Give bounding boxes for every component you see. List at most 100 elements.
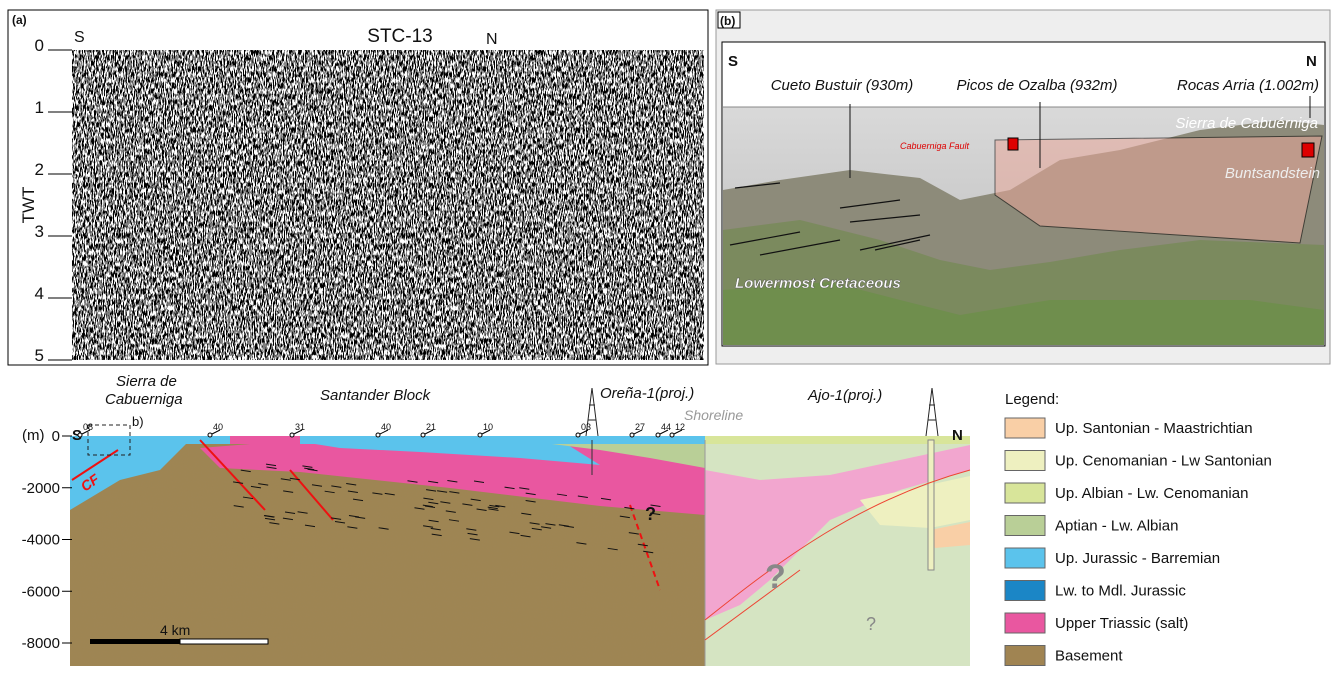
surface-strip [230, 436, 300, 444]
legend-label: Upper Triassic (salt) [1055, 615, 1188, 632]
bed-dash [431, 533, 442, 537]
panel-label: (b) [720, 14, 735, 28]
bed-dash [519, 487, 530, 490]
aptian [520, 440, 705, 468]
bed-dash [258, 483, 269, 486]
bed-dash [283, 490, 294, 493]
bed-dash [607, 547, 618, 551]
bed-dash [331, 485, 342, 488]
bed-dash [637, 543, 648, 547]
bed-dash [304, 467, 315, 471]
shoreline-label: Shoreline [684, 407, 743, 423]
legend-label: Basement [1055, 648, 1123, 665]
bed-dash [263, 515, 275, 518]
bed-dash [541, 526, 552, 529]
bed-dash [378, 527, 389, 530]
scale-label: 4 km [160, 622, 190, 638]
bed-dash [426, 489, 437, 492]
bed-dash [407, 480, 418, 483]
tick-label: -2000 [22, 480, 60, 497]
bed-dash [558, 524, 569, 527]
bed-dash [576, 542, 587, 545]
legend-swatch [1004, 645, 1046, 666]
bed-dash [650, 504, 661, 507]
fields [723, 282, 1324, 345]
dip-label: 03 [581, 422, 591, 432]
legend-label: Up. Jurassic - Barremian [1055, 550, 1220, 567]
surface-strip [705, 436, 970, 444]
label-box [717, 11, 741, 29]
dip-label: 21 [426, 422, 436, 432]
salt-offshore [705, 445, 970, 620]
legend-swatch [1004, 515, 1046, 536]
tick-label: 1 [35, 98, 44, 117]
side-label: N [952, 427, 963, 444]
side-label: S [728, 53, 738, 70]
legend-label: Aptian - Lw. Albian [1055, 518, 1178, 535]
unit-label: Buntsandstein [1225, 165, 1320, 182]
well-bore [927, 439, 935, 571]
legend-swatch [1004, 450, 1046, 471]
unknown: ? [645, 504, 656, 524]
dip-label: 40 [381, 422, 391, 432]
tick-label: 5 [35, 346, 44, 365]
bed-dash [448, 519, 460, 522]
dip-symbol [375, 432, 381, 438]
legend-label: Lw. to Mdl. Jurassic [1055, 583, 1186, 600]
bed-dash [520, 534, 531, 538]
side-label: N [1306, 53, 1317, 70]
tick-label: -8000 [22, 635, 60, 652]
dip-symbol [481, 429, 491, 435]
dip-label: 27 [635, 422, 645, 432]
bed-dash [289, 477, 300, 481]
seismic-image [72, 50, 704, 360]
peak-label: Picos de Ozalba (932m) [957, 77, 1118, 94]
legend-swatch [1004, 580, 1046, 601]
legend-title: Legend: [1005, 391, 1059, 408]
dip-label: 31 [295, 422, 305, 432]
surface-strip [70, 436, 970, 444]
bed-dash [372, 492, 383, 495]
photo-label: b) [132, 414, 144, 429]
jurassic [70, 440, 190, 510]
unit-label: Lowermost Cretaceous [735, 275, 901, 292]
dip-symbol [77, 432, 83, 438]
dip-symbol [659, 429, 669, 435]
fault [704, 469, 971, 621]
dip-symbol [655, 432, 661, 438]
panel-title: STC-13 [367, 26, 432, 47]
dip-symbol [207, 432, 213, 438]
panel-b: (b) S N Cueto Bustuir (930m) Picos de Oz… [715, 9, 1331, 365]
bed-dash [428, 501, 439, 505]
bed-dash [440, 501, 451, 504]
bed-dash [346, 483, 357, 486]
legend-swatch [1004, 547, 1046, 569]
bed-dash [347, 490, 358, 493]
bed-dash [489, 504, 500, 508]
bed-dash [462, 503, 473, 506]
well-icon [585, 387, 939, 437]
panel-label: (a) [12, 13, 27, 27]
bed-dash [504, 486, 515, 490]
bed-dash [469, 538, 480, 541]
bed-dash [467, 532, 478, 536]
fault-label: Cabuerniga Fault [900, 141, 970, 151]
well-label: Ajo-1(proj.) [807, 387, 882, 404]
bed-dash [307, 468, 318, 472]
photo-location [87, 424, 131, 456]
side-label: S [72, 427, 82, 444]
bed-dash [284, 511, 296, 514]
bed-dash [250, 485, 262, 489]
bed-dash [488, 508, 499, 511]
dip-label: 40 [213, 422, 223, 432]
bed-dash [487, 506, 498, 510]
bed-dash [449, 491, 460, 494]
bed-dash [324, 490, 335, 494]
bed-dash [619, 515, 630, 519]
bed-dash [422, 504, 433, 508]
santonian [930, 522, 970, 548]
dip-label: 12 [675, 422, 685, 432]
tick-label: 0 [35, 36, 44, 55]
bed-dash [304, 524, 316, 528]
